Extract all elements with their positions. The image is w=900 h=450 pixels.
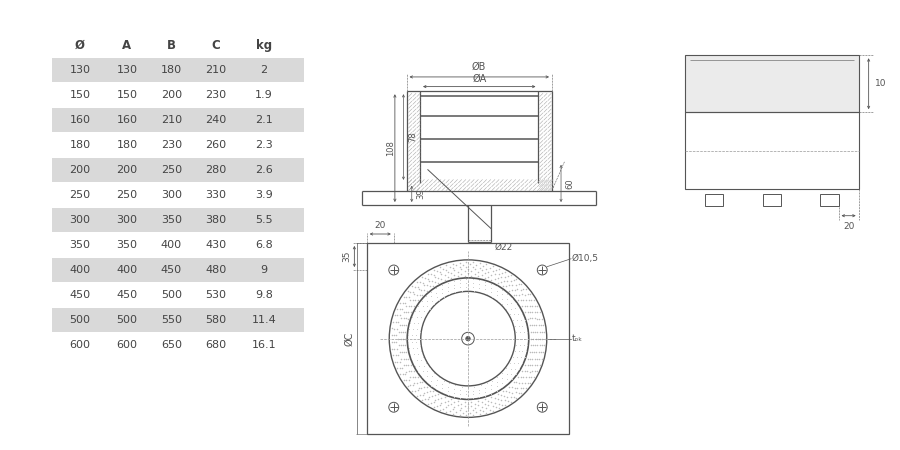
Text: 350: 350 [69,240,91,250]
Text: 450: 450 [116,290,138,300]
Text: 500: 500 [161,290,182,300]
Text: 250: 250 [69,190,91,200]
Bar [52,283,303,307]
Bar [685,112,859,189]
Text: 680: 680 [205,340,226,350]
Text: 150: 150 [116,90,138,100]
Text: 600: 600 [69,340,91,350]
Text: 200: 200 [161,90,182,100]
Text: 2.1: 2.1 [256,115,273,125]
Text: 39: 39 [417,189,426,199]
Text: 300: 300 [116,215,138,225]
Bar [52,208,303,232]
Text: 16.1: 16.1 [252,340,276,350]
Text: 180: 180 [69,140,91,150]
Text: 380: 380 [205,215,226,225]
Text: Ø10,5: Ø10,5 [572,254,598,263]
Text: 230: 230 [205,90,226,100]
Text: 400: 400 [116,265,138,275]
Text: 2: 2 [260,65,267,75]
Text: 20: 20 [374,221,386,230]
Circle shape [466,337,471,341]
Text: 250: 250 [161,165,182,175]
Bar [762,194,781,206]
Text: 2.6: 2.6 [256,165,273,175]
Text: 600: 600 [116,340,138,350]
Text: kg: kg [256,39,272,52]
Text: 260: 260 [205,140,226,150]
Bar [367,243,570,434]
Text: 160: 160 [69,115,91,125]
Text: 650: 650 [161,340,182,350]
Text: C: C [212,39,220,52]
Bar [52,108,303,132]
Text: B: B [166,39,176,52]
Text: 20: 20 [843,222,854,231]
Text: 500: 500 [69,315,91,325]
Text: 9.8: 9.8 [255,290,273,300]
Text: 200: 200 [116,165,138,175]
Text: 2.3: 2.3 [256,140,273,150]
Text: tₒₖ: tₒₖ [572,334,583,343]
Text: 60: 60 [565,178,574,189]
Text: 250: 250 [116,190,138,200]
Text: 1.9: 1.9 [256,90,273,100]
Text: 35: 35 [342,251,351,262]
Text: 108: 108 [386,140,395,156]
Text: 230: 230 [161,140,182,150]
Bar [820,194,839,206]
Text: 3.9: 3.9 [256,190,273,200]
Text: 6.8: 6.8 [256,240,273,250]
Text: 350: 350 [116,240,138,250]
Text: 210: 210 [205,65,226,75]
Bar [52,83,303,107]
Bar [52,133,303,157]
Text: ØB: ØB [472,62,486,72]
Text: 130: 130 [69,65,91,75]
Text: 210: 210 [161,115,182,125]
Text: Ø22: Ø22 [495,243,513,252]
Text: ØC: ØC [345,332,355,346]
Bar [52,58,303,82]
Text: 300: 300 [69,215,91,225]
Text: 480: 480 [205,265,227,275]
Bar [52,333,303,357]
Bar [705,194,724,206]
Text: 200: 200 [69,165,91,175]
Text: 11.4: 11.4 [252,315,276,325]
Text: 150: 150 [69,90,91,100]
Text: 530: 530 [205,290,226,300]
Text: 350: 350 [161,215,182,225]
Bar [52,183,303,207]
Text: 78: 78 [409,132,418,142]
Bar [52,258,303,282]
Text: Ø: Ø [75,39,86,52]
Text: 400: 400 [161,240,182,250]
Text: 580: 580 [205,315,226,325]
Bar [52,233,303,257]
Text: 500: 500 [116,315,138,325]
Text: 180: 180 [161,65,182,75]
Text: 430: 430 [205,240,226,250]
Text: 300: 300 [161,190,182,200]
Text: 10: 10 [876,79,886,88]
Text: A: A [122,39,131,52]
Text: 9: 9 [260,265,267,275]
Text: 240: 240 [205,115,227,125]
Text: 5.5: 5.5 [256,215,273,225]
Text: 450: 450 [69,290,91,300]
Text: 450: 450 [161,265,182,275]
Bar [52,158,303,182]
Bar [52,308,303,332]
Text: 280: 280 [205,165,227,175]
Text: ØA: ØA [472,73,486,83]
Text: 550: 550 [161,315,182,325]
Text: 330: 330 [205,190,226,200]
Text: 130: 130 [116,65,138,75]
Text: 400: 400 [69,265,91,275]
Text: 180: 180 [116,140,138,150]
Text: 160: 160 [116,115,138,125]
Bar [685,55,859,112]
